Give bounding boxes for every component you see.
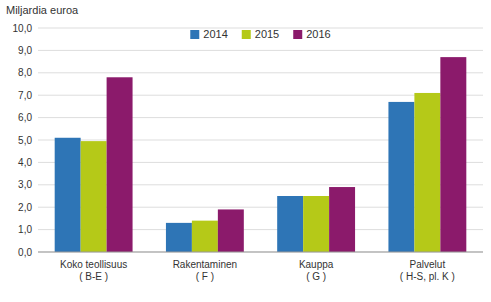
grid-line	[38, 50, 483, 51]
legend-item: 2015	[242, 28, 279, 40]
y-tick-label: 5,0	[18, 135, 32, 146]
y-tick-label: 1,0	[18, 224, 32, 235]
bar	[414, 93, 440, 252]
y-tick-label: 10,0	[13, 23, 33, 34]
x-tick-label: Koko teollisuus( B-E )	[60, 259, 127, 282]
legend-label: 2015	[255, 28, 279, 40]
y-tick-label: 4,0	[18, 157, 32, 168]
y-axis-label: Miljardia euroa	[6, 4, 79, 16]
grid-line	[38, 252, 483, 253]
legend: 2014 2015 2016	[190, 28, 330, 40]
bar	[329, 187, 355, 252]
x-tick-label: Rakentaminen( F )	[173, 259, 237, 282]
bar	[440, 57, 466, 252]
y-tick-label: 7,0	[18, 90, 32, 101]
legend-label: 2014	[203, 28, 227, 40]
bar	[55, 138, 81, 252]
legend-swatch	[242, 30, 251, 39]
bar	[192, 221, 218, 252]
y-tick-label: 9,0	[18, 45, 32, 56]
y-tick-label: 0,0	[18, 247, 32, 258]
x-tick-label: Kauppa( G )	[299, 259, 334, 282]
x-axis-line	[38, 252, 483, 253]
y-tick-label: 3,0	[18, 179, 32, 190]
bars	[55, 57, 467, 252]
bar	[166, 223, 192, 252]
legend-item: 2016	[293, 28, 330, 40]
y-tick-label: 6,0	[18, 112, 32, 123]
chart: 0,0 1,0 2,0 3,0 4,0 5,0 6,0 7,0 8,0 9,0 10,0 Miljar…	[0, 0, 491, 302]
bar	[277, 196, 303, 252]
legend-item: 2014	[190, 28, 227, 40]
bar	[107, 77, 133, 252]
chart-container: 0,0 1,0 2,0 3,0 4,0 5,0 6,0 7,0 8,0 9,0 10,0 Miljar…	[0, 0, 491, 302]
bar	[218, 209, 244, 252]
x-tick-label: Palvelut( H-S, pl. K )	[400, 259, 455, 282]
legend-swatch	[293, 30, 302, 39]
bar	[388, 102, 414, 252]
legend-label: 2016	[306, 28, 330, 40]
legend-swatch	[190, 30, 199, 39]
x-axis: Koko teollisuus( B-E ) Rakentaminen( F ) K…	[60, 259, 455, 282]
y-axis: 0,0 1,0 2,0 3,0 4,0 5,0 6,0 7,0 8,0 9,0 10,0	[13, 23, 483, 258]
y-tick-label: 2,0	[18, 202, 32, 213]
grid-line	[38, 72, 483, 73]
y-tick-label: 8,0	[18, 67, 32, 78]
bar	[303, 196, 329, 252]
bar	[81, 141, 107, 252]
